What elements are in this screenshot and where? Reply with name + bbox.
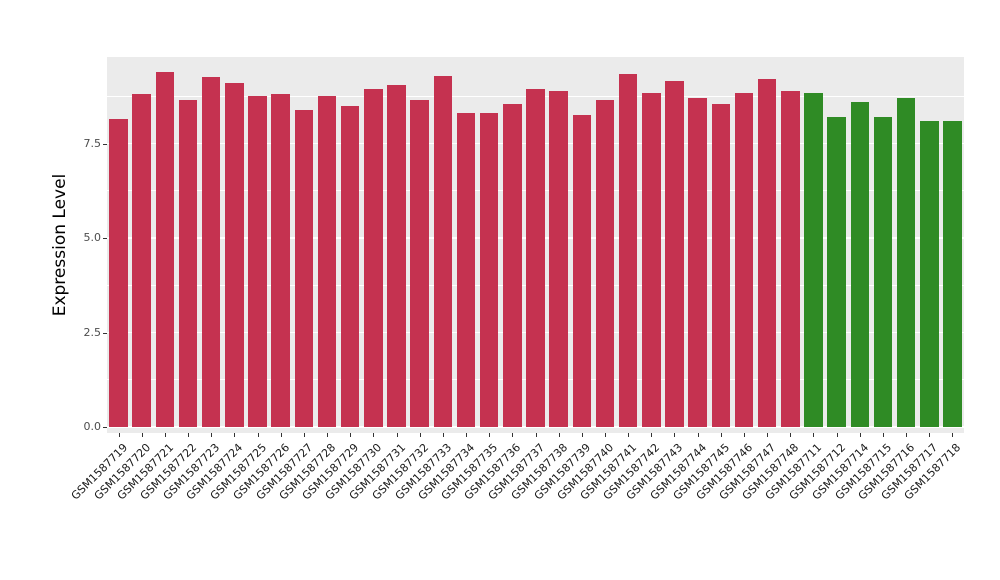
bar-GSM1587743 — [665, 81, 684, 427]
bar-GSM1587748 — [781, 90, 800, 427]
bar-GSM1587722 — [178, 100, 198, 427]
x-tick-mark — [882, 433, 884, 437]
x-tick-mark — [373, 433, 375, 437]
x-tick-mark — [489, 433, 491, 437]
bar-GSM1587736 — [503, 103, 522, 427]
x-tick-mark — [535, 433, 537, 437]
x-tick-mark — [720, 433, 722, 437]
bar-GSM1587726 — [271, 94, 290, 427]
bar-GSM1587715 — [873, 117, 893, 427]
bar-GSM1587732 — [410, 100, 429, 427]
bar-GSM1587747 — [757, 79, 777, 427]
x-tick-mark — [141, 433, 143, 437]
x-tick-mark — [697, 433, 699, 437]
bar-GSM1587721 — [155, 71, 175, 427]
y-tick-label: 7.5 — [83, 136, 102, 150]
x-tick-mark — [906, 433, 908, 437]
x-tick-mark — [234, 433, 236, 437]
x-tick-mark — [350, 433, 352, 437]
bar-GSM1587718 — [943, 120, 962, 427]
gridline-major — [107, 426, 964, 428]
bar-GSM1587739 — [572, 115, 592, 427]
x-tick-mark — [859, 433, 861, 437]
x-tick-mark — [442, 433, 444, 437]
y-tick-mark — [103, 427, 107, 428]
bar-GSM1587744 — [688, 98, 707, 427]
x-tick-mark — [651, 433, 653, 437]
y-tick-mark — [103, 332, 107, 334]
x-tick-mark — [257, 433, 259, 437]
bar-GSM1587714 — [850, 101, 870, 427]
bar-GSM1587731 — [387, 84, 406, 427]
y-tick-label: 0.0 — [83, 420, 102, 433]
bar-GSM1587727 — [294, 109, 314, 427]
bar-GSM1587711 — [804, 92, 823, 427]
x-tick-mark — [419, 433, 421, 437]
bar-GSM1587729 — [340, 105, 360, 427]
y-tick-label: 2.5 — [83, 325, 102, 339]
x-tick-mark — [118, 433, 120, 437]
x-tick-mark — [929, 433, 931, 437]
x-tick-mark — [743, 433, 745, 437]
x-tick-mark — [303, 433, 305, 437]
y-tick-label: 5.0 — [83, 231, 102, 245]
bar-GSM1587712 — [827, 117, 846, 427]
bar-GSM1587740 — [595, 100, 615, 427]
bar-GSM1587725 — [248, 96, 267, 427]
bar-GSM1587717 — [919, 120, 939, 427]
bar-GSM1587746 — [734, 92, 754, 427]
x-tick-mark — [466, 433, 467, 437]
bar-GSM1587737 — [526, 88, 545, 427]
bar-GSM1587723 — [201, 77, 221, 427]
x-tick-mark — [396, 433, 398, 437]
x-tick-mark — [628, 433, 630, 437]
x-tick-mark — [790, 433, 792, 437]
bar-GSM1587733 — [433, 75, 453, 427]
bar-GSM1587728 — [317, 96, 337, 427]
bar-GSM1587745 — [711, 103, 731, 427]
x-tick-mark — [188, 433, 190, 437]
bar-GSM1587724 — [225, 83, 244, 427]
x-tick-mark — [836, 433, 838, 437]
bar-GSM1587741 — [618, 73, 638, 427]
bar-GSM1587720 — [132, 94, 151, 427]
x-tick-mark — [674, 433, 676, 437]
x-tick-mark — [558, 433, 560, 437]
bar-GSM1587734 — [456, 113, 476, 427]
x-tick-mark — [581, 433, 583, 437]
bar-GSM1587742 — [642, 92, 661, 427]
y-tick-mark — [103, 143, 107, 145]
plot-panel — [107, 57, 964, 433]
bar-GSM1587716 — [896, 98, 916, 427]
x-tick-mark — [327, 433, 329, 437]
bar-GSM1587738 — [549, 90, 568, 427]
x-tick-mark — [767, 433, 769, 437]
x-tick-mark — [813, 433, 815, 437]
x-tick-mark — [604, 433, 606, 437]
bar-GSM1587735 — [479, 113, 499, 427]
bar-GSM1587730 — [364, 88, 383, 427]
x-tick-mark — [211, 433, 213, 437]
x-tick-mark — [512, 433, 514, 437]
x-tick-mark — [164, 433, 166, 437]
x-tick-mark — [280, 433, 282, 437]
y-tick-mark — [103, 238, 107, 240]
bar-GSM1587719 — [109, 118, 128, 427]
x-tick-mark — [952, 433, 954, 437]
